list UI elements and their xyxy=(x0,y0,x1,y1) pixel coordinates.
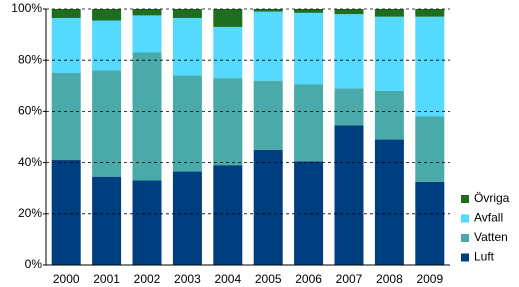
x-tick-label: 2002 xyxy=(134,272,161,286)
y-tick-label: 100% xyxy=(11,1,42,15)
bar-segment xyxy=(374,90,404,140)
x-tick-label: 2000 xyxy=(53,272,80,286)
bar-segment xyxy=(334,88,364,126)
bar-segment xyxy=(415,16,445,117)
bar-segment xyxy=(334,125,364,265)
legend-swatch xyxy=(461,214,469,223)
bar-segment xyxy=(415,116,445,182)
legend-swatch xyxy=(461,253,469,262)
bar-segment xyxy=(253,9,283,12)
y-tick-label: 20% xyxy=(18,206,42,220)
y-tick-label: 0% xyxy=(25,257,43,271)
bar-segment xyxy=(51,160,81,265)
bar-segment xyxy=(253,149,283,265)
legend-label: Luft xyxy=(474,250,495,264)
bar-segment xyxy=(374,9,404,17)
x-tick-label: 2008 xyxy=(376,272,403,286)
bar-segment xyxy=(172,75,202,172)
legend-label: Vatten xyxy=(474,230,508,244)
bar-segment xyxy=(51,17,81,73)
legend-label: Övriga xyxy=(474,191,510,205)
x-tick-label: 2004 xyxy=(214,272,241,286)
bar-segment xyxy=(172,9,202,18)
bar-segment xyxy=(132,180,162,265)
legend-label: Avfall xyxy=(474,211,503,225)
y-tick-label: 80% xyxy=(18,52,42,66)
bar-segment xyxy=(294,12,324,85)
bar-segment xyxy=(132,15,162,53)
bar-segment xyxy=(213,78,243,166)
x-tick-label: 2003 xyxy=(174,272,201,286)
bar-segment xyxy=(51,73,81,161)
bar-segment xyxy=(92,20,122,71)
bar-segment xyxy=(294,161,324,265)
bar-segment xyxy=(253,11,283,81)
bar-segment xyxy=(172,171,202,265)
bar-segment xyxy=(294,9,324,13)
legend-swatch xyxy=(461,195,469,203)
x-tick-label: 2007 xyxy=(336,272,363,286)
legend-swatch xyxy=(461,234,469,242)
y-tick-label: 40% xyxy=(18,155,42,169)
bar-segment xyxy=(374,139,404,265)
bar-segment xyxy=(334,9,364,15)
bar-segment xyxy=(172,17,202,76)
x-tick-label: 2006 xyxy=(295,272,322,286)
x-tick-label: 2009 xyxy=(416,272,443,286)
bar-segment xyxy=(374,16,404,91)
x-tick-label: 2005 xyxy=(255,272,282,286)
bar-segment xyxy=(132,9,162,16)
bar-segment xyxy=(213,9,243,27)
bar-segment xyxy=(213,26,243,79)
x-tick-label: 2001 xyxy=(93,272,120,286)
bar-segment xyxy=(92,9,122,21)
bar-segment xyxy=(132,52,162,181)
bar-segment xyxy=(92,70,122,177)
bar-segment xyxy=(334,14,364,89)
y-tick-label: 60% xyxy=(18,104,42,118)
bar-segment xyxy=(253,80,283,150)
bar-segment xyxy=(51,9,81,18)
bar-segment xyxy=(213,165,243,265)
bar-segment xyxy=(92,176,122,265)
bar-segment xyxy=(415,9,445,17)
bar-segment xyxy=(415,181,445,265)
bar-segment xyxy=(294,84,324,162)
